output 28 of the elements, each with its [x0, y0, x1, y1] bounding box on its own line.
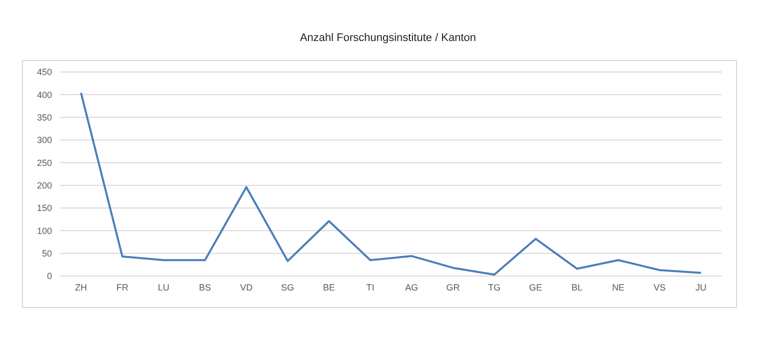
x-tick-label: VD	[240, 282, 254, 292]
chart-title: Anzahl Forschungsinstitute / Kanton	[298, 32, 478, 44]
line-series	[80, 92, 702, 276]
x-tick-label: LU	[158, 282, 170, 292]
x-tick-label: AG	[405, 282, 418, 292]
y-tick-label: 250	[36, 158, 52, 168]
x-tick-label: ZH	[75, 282, 87, 292]
x-tick-label: BL	[571, 282, 583, 292]
y-tick-label: 100	[36, 226, 52, 236]
x-tick-label: FR	[116, 282, 129, 292]
x-tick-label: VS	[654, 282, 666, 292]
x-tick-label: TI	[366, 282, 374, 292]
y-tick-label: 400	[36, 90, 52, 100]
x-tick-label: TG	[488, 282, 501, 292]
y-tick-label: 50	[42, 248, 52, 259]
x-tick-label: SG	[281, 282, 294, 292]
y-tick-label: 300	[36, 135, 52, 146]
y-tick-label: 150	[36, 203, 52, 214]
x-tick-label: NE	[612, 282, 625, 292]
x-tick-label: BS	[198, 282, 212, 292]
x-tick-label: GR	[446, 282, 460, 292]
x-tick-label: BE	[322, 282, 336, 292]
y-tick-label: 450	[36, 67, 52, 78]
y-tick-label: 0	[46, 271, 52, 282]
y-tick-label: 200	[36, 180, 52, 191]
y-tick-label: 350	[36, 112, 52, 123]
x-tick-label: GE	[529, 282, 542, 292]
x-tick-label: JU	[696, 282, 706, 292]
